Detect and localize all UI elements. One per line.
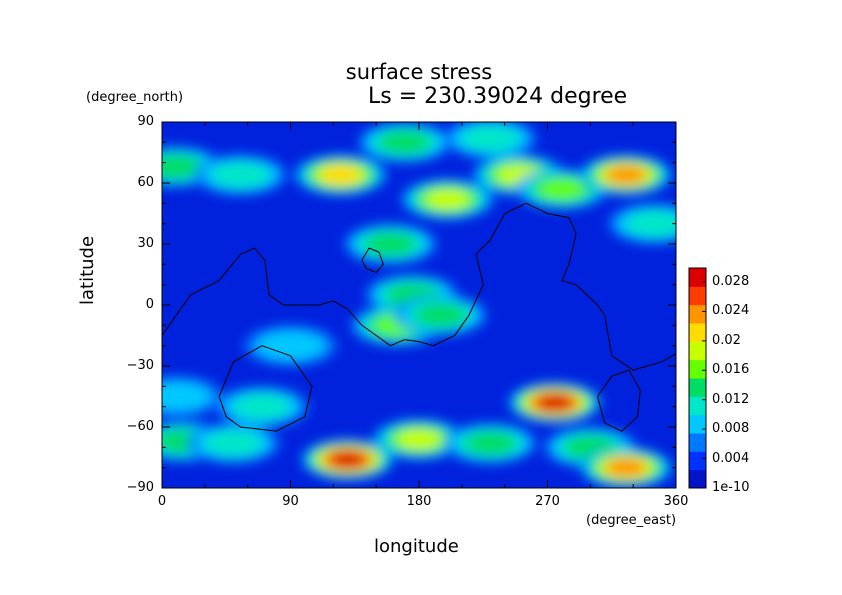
stress-hotspot-20-level-4	[464, 431, 516, 455]
stress-hotspot-9-level-4	[364, 232, 417, 256]
x-tick-label: 270	[535, 494, 560, 509]
colorbar-segment	[689, 451, 706, 471]
stress-hotspot-2-level-7	[319, 165, 361, 185]
y-axis-label: latitude	[77, 235, 98, 305]
chart-title: surface stress	[345, 60, 493, 84]
stress-hotspot-5-level-5	[538, 178, 586, 200]
contour-africa-europe	[162, 202, 676, 371]
colorbar-segment	[689, 286, 706, 306]
x-tick-label: 180	[406, 494, 432, 509]
stress-hotspot-19-level-6	[397, 429, 441, 450]
stress-hotspot-7-level-4	[379, 130, 431, 154]
x-axis-label: longitude	[374, 536, 459, 557]
stress-hotspot-24-level-2	[255, 330, 326, 361]
y-axis-units: (degree_north)	[86, 90, 184, 105]
axis-ticks	[161, 121, 677, 489]
stress-hotspot-17-level-3	[204, 430, 263, 457]
x-tick-label: 360	[663, 494, 689, 509]
colorbar-tick-label: 0.012	[712, 391, 750, 407]
colorbar-segment	[689, 359, 706, 379]
colorbar-segment	[689, 433, 706, 452]
stress-hotspot-15-level-10	[536, 394, 573, 412]
colorbar-frame	[688, 267, 707, 489]
x-axis-units: (degree_east)	[586, 513, 677, 528]
y-tick-label: 90	[137, 114, 154, 129]
colorbar	[688, 267, 707, 489]
y-tick-label: 30	[137, 236, 154, 251]
y-tick-label: 0	[145, 297, 154, 312]
x-tick-label: 90	[282, 494, 299, 509]
colorbar-segment	[689, 469, 706, 489]
x-tick-label: 0	[157, 494, 167, 509]
colorbar-tick-label: 0.008	[712, 421, 750, 437]
y-tick-label: −30	[126, 358, 154, 373]
colorbar-segment	[689, 323, 706, 342]
stress-hotspot-0-level-4	[162, 155, 202, 179]
colorbar-segment	[689, 268, 706, 287]
colorbar-segment	[689, 396, 706, 416]
stress-hotspot-1-level-3	[211, 161, 270, 188]
contour-south-basin-east	[597, 369, 641, 432]
stress-hotspot-13-level-2	[162, 381, 211, 412]
colorbar-segment	[689, 378, 706, 397]
stress-hotspot-8-level-3	[461, 125, 520, 152]
contour-south-basin-west	[218, 345, 313, 432]
stress-hotspot-3-level-6	[425, 189, 470, 210]
y-tick-label: −90	[126, 480, 154, 495]
colorbar-tick-label: 0.016	[712, 362, 750, 378]
y-tick-label: 60	[137, 175, 154, 190]
colorbar-tick-label: 0.02	[712, 332, 741, 348]
stress-hotspot-14-level-3	[232, 393, 291, 420]
stress-field	[162, 122, 676, 488]
coastline-contours	[162, 202, 676, 432]
stress-hotspot-12-level-4	[414, 303, 467, 327]
colorbar-segment	[689, 414, 706, 434]
stress-hotspot-22-level-8	[606, 458, 646, 477]
colorbar-tick-label: 0.028	[712, 274, 750, 289]
colorbar-tick-label: 1e-10	[712, 480, 750, 495]
colorbar-tick-label: 0.004	[712, 450, 750, 466]
colorbar-segment	[689, 304, 706, 324]
colorbar-tick-label: 0.024	[712, 303, 750, 319]
stress-hotspot-23-level-3	[625, 210, 676, 237]
chart-subtitle: Ls = 230.39024 degree	[368, 84, 628, 109]
stress-hotspot-18-level-10	[329, 450, 366, 469]
contour-small-island	[361, 247, 384, 274]
y-tick-label: −60	[126, 419, 154, 434]
colorbar-segment	[689, 341, 706, 361]
stress-hotspot-6-level-8	[606, 165, 646, 184]
